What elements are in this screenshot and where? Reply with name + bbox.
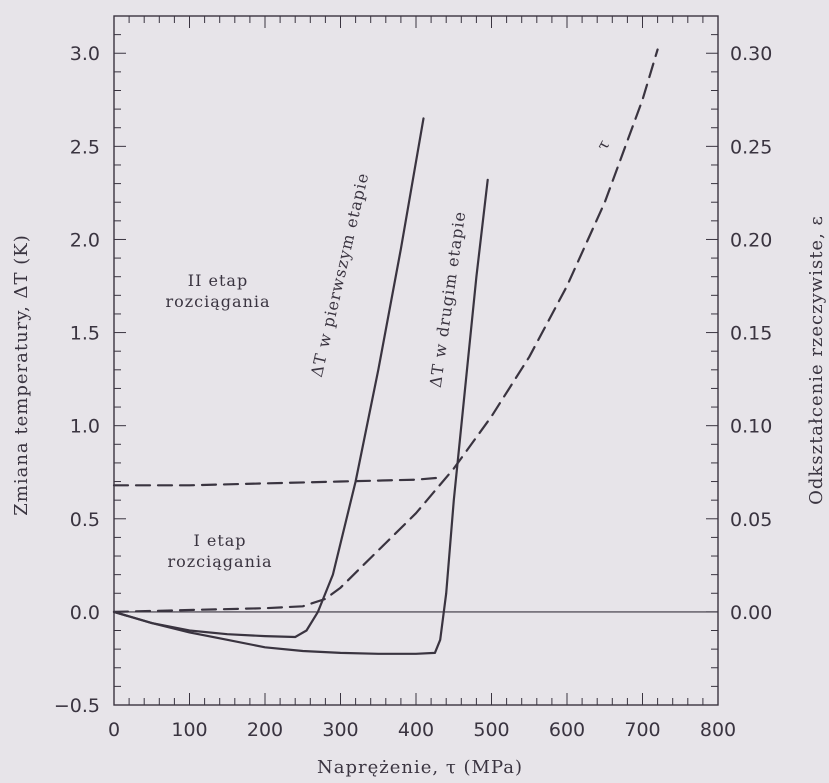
x-tick-label: 600 xyxy=(549,719,585,741)
annotation-stage1-line1: I etap xyxy=(193,531,246,550)
y-left-tick-label: 0.0 xyxy=(70,602,100,624)
y-right-tick-label: 0.20 xyxy=(730,229,772,251)
x-tick-label: 0 xyxy=(108,719,120,741)
plot-frame xyxy=(113,15,719,706)
y-right-tick-label: 0.25 xyxy=(730,136,772,158)
plot-border xyxy=(113,15,719,706)
series-line-0 xyxy=(112,117,425,639)
y-left-tick-label: 2.5 xyxy=(70,136,100,158)
annotation-stage2-line1: II etap xyxy=(188,271,248,290)
series-line-3 xyxy=(112,476,440,487)
y-left-axis-title: Zmiana temperatury, ΔT (K) xyxy=(11,234,32,515)
y-right-tick-label: 0.30 xyxy=(730,43,772,65)
tick-labels: 0 100 200 300 400 500 600 700 800 −0.5 0.0 0.5 1.0 1.… xyxy=(54,43,772,741)
x-tick-label: 400 xyxy=(398,719,434,741)
y-left-tick-label: 2.0 xyxy=(70,229,100,251)
y-right-tick-label: 0.05 xyxy=(730,509,772,531)
axis-ticks xyxy=(113,15,719,706)
x-tick-label: 200 xyxy=(247,719,283,741)
series-line-1 xyxy=(112,178,489,655)
x-tick-label: 500 xyxy=(473,719,509,741)
annotation-stage2-line2: rozciągania xyxy=(165,292,270,311)
data-series xyxy=(112,48,659,655)
y-right-tick-label: 0.15 xyxy=(730,323,772,345)
y-right-tick-label: 0.00 xyxy=(730,602,772,624)
y-left-tick-label: 3.0 xyxy=(70,43,100,65)
annotation-stage1-line2: rozciągania xyxy=(167,552,272,571)
x-tick-label: 700 xyxy=(624,719,660,741)
x-axis-title: Naprężenie, τ (MPa) xyxy=(317,757,523,778)
y-left-tick-label: 1.0 xyxy=(70,416,100,438)
x-tick-label: 100 xyxy=(171,719,207,741)
x-tick-label: 800 xyxy=(700,719,736,741)
y-left-tick-label: 1.5 xyxy=(70,323,100,345)
y-left-tick-label: −0.5 xyxy=(54,695,100,717)
y-left-tick-label: 0.5 xyxy=(70,509,100,531)
label-tau: τ xyxy=(592,136,613,154)
label-first-stage: ΔT w pierwszym etapie xyxy=(307,171,373,379)
x-tick-label: 300 xyxy=(322,719,358,741)
label-second-stage: ΔT w drugim etapie xyxy=(426,210,470,389)
series-line-2 xyxy=(112,48,659,614)
y-right-tick-label: 0.10 xyxy=(730,416,772,438)
y-right-axis-title: Odkształcenie rzeczywiste, ε xyxy=(806,215,827,505)
